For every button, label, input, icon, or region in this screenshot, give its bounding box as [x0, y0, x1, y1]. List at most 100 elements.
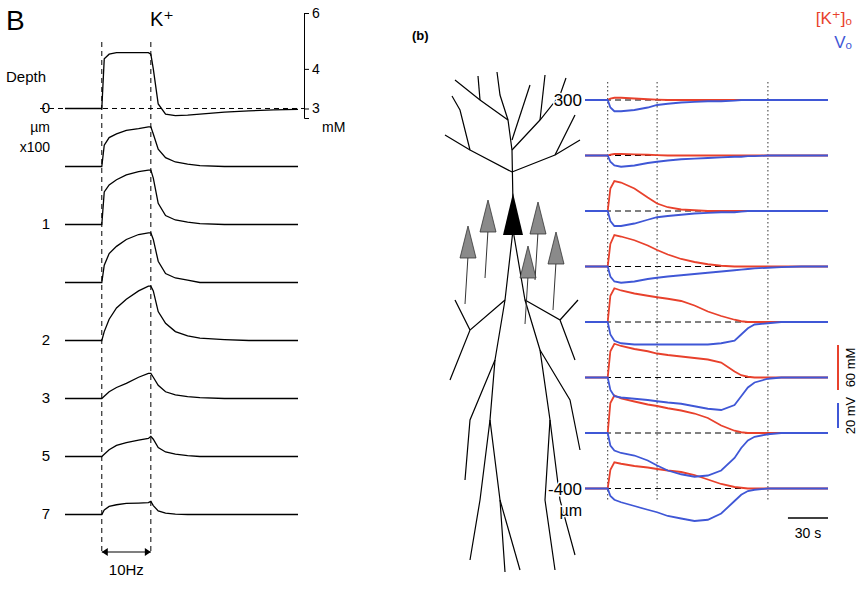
neighbor-soma: [460, 226, 476, 258]
dendrite: [525, 300, 575, 360]
neighbor-dendrite: [553, 262, 556, 310]
v-trace: [585, 322, 828, 345]
scale-bar-label: 60 mM: [843, 348, 858, 388]
k-trace: [65, 436, 298, 456]
v-trace: [585, 100, 828, 111]
neighbor-soma: [520, 246, 536, 278]
tick-label: 6: [312, 5, 320, 21]
k-trace: [65, 233, 298, 283]
tick-label: 4: [312, 61, 320, 77]
neighbor-soma: [548, 232, 564, 264]
depth-label: 5: [42, 447, 50, 464]
traces: [585, 98, 828, 521]
dendrite: [500, 500, 520, 570]
stimulus-arrow: [102, 548, 151, 556]
time-marker: [657, 82, 658, 502]
depth-label: 2: [42, 331, 50, 348]
neighbor-dendrite: [465, 256, 468, 304]
scale-bar: [837, 345, 839, 390]
tick-label: 3: [312, 100, 320, 116]
dendrite: [540, 75, 545, 120]
time-marker: [607, 82, 608, 502]
dendrite: [470, 420, 490, 560]
dendrite: [512, 78, 566, 150]
time-marker: [767, 82, 768, 502]
v-trace: [585, 211, 828, 226]
neighbor-soma: [480, 200, 496, 232]
dendrite: [512, 140, 580, 172]
figure: BK⁺10HzDepth012357µmx100346mM(b)300-400µ…: [0, 0, 862, 591]
k-trace: [585, 235, 828, 267]
k-trace: [65, 127, 298, 167]
depth-label: 1: [42, 215, 50, 232]
k-trace: [65, 53, 298, 116]
stimulus-line: [150, 42, 151, 552]
traces: [65, 53, 298, 515]
k-trace: [585, 396, 828, 434]
tick-mark: [304, 13, 309, 14]
legend-entry: Vₒ: [834, 33, 852, 52]
panel-letter: (b): [412, 28, 429, 43]
soma: [503, 193, 523, 235]
tick: 3: [304, 100, 320, 116]
y-axis: 3 4 6: [304, 5, 320, 119]
depth-label: 7: [42, 505, 50, 522]
depth-unit: µm: [30, 119, 50, 135]
k-trace: [585, 181, 828, 211]
neighbor-dendrite: [485, 230, 488, 278]
k-trace: [585, 344, 828, 378]
dendrite: [455, 80, 508, 120]
dendrite: [513, 230, 555, 570]
depth-unit: µm: [559, 502, 582, 519]
stimulus-label: 10Hz: [109, 561, 144, 578]
v-trace: [585, 433, 828, 477]
dendrite: [452, 96, 470, 150]
k-trace: [65, 501, 298, 514]
scale-bar-label: 20 mV: [843, 396, 858, 434]
chart-svg: BK⁺10HzDepth012357µmx100346mM(b)300-400µ…: [0, 0, 862, 591]
neighbor-dendrite: [525, 276, 528, 324]
panel-right: (b) 300 -400 µm [K⁺]ₒ Vₒ 60 mM 20 mV 30 s: [412, 9, 858, 572]
dendrite: [497, 72, 513, 205]
dendrite: [450, 300, 505, 380]
tick: 6: [304, 5, 320, 21]
depth-title: Depth: [6, 68, 46, 85]
k-trace: [65, 170, 298, 224]
dendrite: [555, 115, 575, 155]
k-trace: [585, 288, 828, 322]
k-trace: [65, 373, 298, 398]
dendrite: [512, 85, 530, 140]
panel-title: K⁺: [150, 8, 174, 30]
dendrite: [478, 76, 480, 100]
dendrite: [455, 300, 470, 330]
v-trace: [585, 267, 828, 283]
k-trace: [65, 286, 298, 340]
tick-mark: [304, 108, 309, 109]
time-scale-bar: [788, 517, 828, 519]
v-trace: [585, 489, 828, 522]
panel-left: BK⁺10HzDepth012357µmx100346mM: [6, 5, 345, 578]
neighbor-dendrite: [535, 232, 538, 280]
time-scale-label: 30 s: [795, 525, 821, 541]
v-trace: [585, 378, 828, 411]
dendrite: [560, 300, 578, 320]
depth-scale: x100: [20, 139, 51, 155]
dendrite: [465, 360, 495, 480]
dendrite: [540, 350, 580, 450]
v-trace: [585, 156, 828, 167]
tick: 4: [304, 61, 320, 77]
depth-label: -400: [548, 480, 582, 499]
depth-label: 3: [42, 389, 50, 406]
stimulus-line: [101, 42, 102, 552]
axis-line: [305, 14, 310, 119]
dendrite: [490, 230, 513, 572]
depth-label: 300: [554, 91, 582, 110]
dendrite: [445, 135, 512, 172]
tick-mark: [304, 69, 309, 70]
panel-letter: B: [6, 5, 25, 36]
scale-bar: [837, 403, 839, 428]
legend-entry: [K⁺]ₒ: [816, 9, 852, 28]
neighbor-soma: [530, 202, 546, 234]
y-unit: mM: [322, 119, 345, 135]
stimulus-bar: [102, 551, 151, 552]
